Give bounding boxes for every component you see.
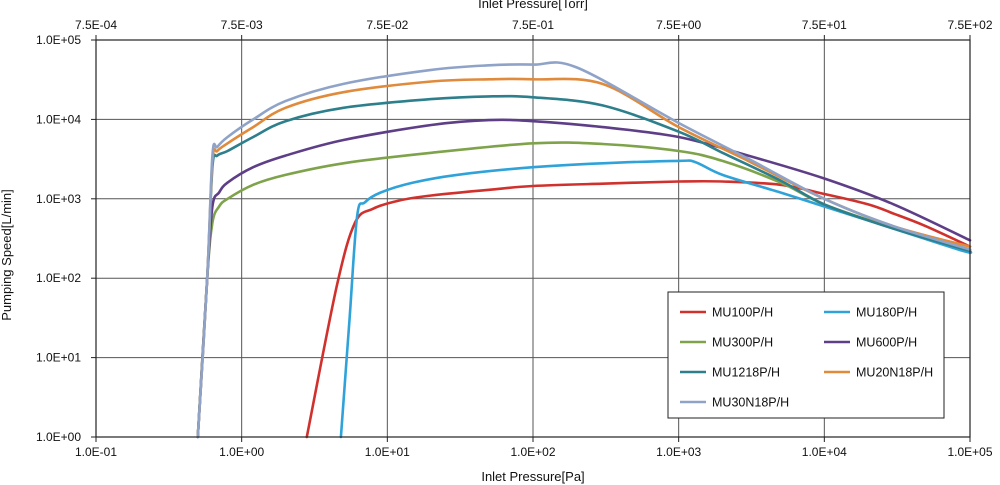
y-axis-title: Pumping Speed[L/min] (0, 189, 14, 321)
legend-label: MU300P/H (712, 336, 773, 350)
top-tick-label: 7.5E+00 (656, 18, 701, 32)
top-tick-label: 7.5E-02 (366, 18, 408, 32)
top-tick-label: 7.5E+02 (947, 18, 992, 32)
x-tick-label: 1.0E+02 (510, 445, 555, 459)
series-line-mu30n18p-h (196, 61, 972, 439)
y-tick-label: 1.0E+04 (36, 112, 81, 126)
top-tick-label: 7.5E-03 (221, 18, 263, 32)
top-tick-label: 7.5E+01 (802, 18, 847, 32)
top-axis-ticks: 7.5E-04 7.5E-03 7.5E-02 7.5E-01 7.5E+00 7.5E+… (75, 18, 993, 40)
top-tick-label: 7.5E-01 (512, 18, 554, 32)
legend-items: MU100P/H MU180P/H MU300P/H MU600P/H MU1218P/… (680, 306, 933, 410)
x-axis-ticks: 1.0E-01 1.0E+00 1.0E+01 1.0E+02 1.0E+03 1.0E+… (75, 437, 993, 459)
y-tick-label: 1.0E+05 (36, 33, 81, 47)
series-line-mu600p-h (196, 118, 972, 439)
legend-label: MU1218P/H (712, 366, 780, 380)
legend-label: MU180P/H (856, 306, 917, 320)
legend-label: MU600P/H (856, 336, 917, 350)
x-axis-title: Inlet Pressure[Pa] (481, 469, 584, 484)
legend-label: MU30N18P/H (712, 396, 789, 410)
x-tick-label: 1.0E-01 (75, 445, 117, 459)
legend: MU100P/H MU180P/H MU300P/H MU600P/H MU1218P/… (667, 291, 945, 419)
x-tick-label: 1.0E+04 (802, 445, 847, 459)
series-lines (196, 61, 973, 439)
legend-label: MU100P/H (712, 306, 773, 320)
top-axis-title: Inlet Pressure[Torr] (478, 0, 588, 11)
x-tick-label: 1.0E+01 (365, 445, 410, 459)
x-tick-label: 1.0E+00 (219, 445, 264, 459)
y-tick-label: 1.0E+01 (36, 351, 81, 365)
x-tick-label: 1.0E+05 (947, 445, 992, 459)
top-tick-label: 7.5E-04 (75, 18, 117, 32)
y-tick-label: 1.0E+03 (36, 192, 81, 206)
y-axis-ticks: 1.0E+00 1.0E+01 1.0E+02 1.0E+03 1.0E+04 1.0E+… (36, 33, 96, 444)
legend-label: MU20N18P/H (856, 366, 933, 380)
x-tick-label: 1.0E+03 (656, 445, 701, 459)
y-tick-label: 1.0E+00 (36, 430, 81, 444)
legend-box (667, 291, 945, 419)
y-tick-label: 1.0E+02 (36, 271, 81, 285)
